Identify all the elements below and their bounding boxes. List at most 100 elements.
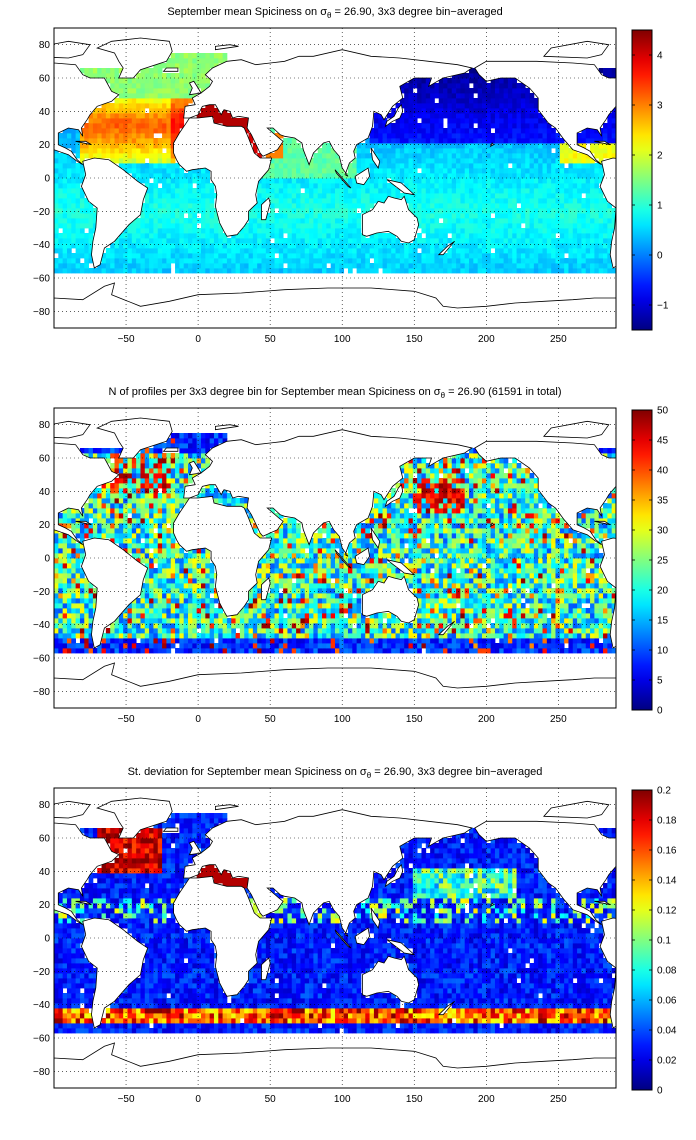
bin-cell — [538, 623, 543, 629]
bin-cell — [330, 268, 336, 274]
y-tick-label: −20 — [33, 207, 50, 218]
bin-cell — [507, 148, 513, 154]
svalbard-coastline — [214, 44, 239, 51]
grid-lines — [54, 28, 616, 328]
bin-cell — [110, 268, 115, 274]
japan-coastline — [384, 103, 404, 128]
bin-cell — [84, 218, 89, 224]
iceland-coastline — [162, 67, 179, 72]
bin-cell — [79, 633, 85, 639]
bin-cell — [105, 258, 111, 264]
bin-cell — [170, 243, 176, 249]
bin-cell — [369, 158, 375, 164]
bin-cell — [218, 648, 223, 654]
bin-cell — [594, 643, 600, 649]
bin-cell — [75, 228, 81, 234]
bin-cell — [209, 628, 215, 634]
bin-cell — [110, 108, 115, 114]
bin-cell — [75, 243, 81, 249]
bin-cell — [451, 113, 457, 119]
bin-cell — [66, 133, 72, 139]
bin-cell — [300, 623, 306, 629]
bin-cell — [170, 158, 176, 164]
bin-cell — [304, 613, 310, 619]
bin-cell — [322, 268, 327, 274]
bin-cell — [546, 178, 552, 184]
bin-cell — [136, 93, 141, 99]
bin-cell — [503, 193, 509, 199]
bin-cell — [581, 163, 587, 169]
bin-cell — [594, 233, 600, 239]
bin-cell — [118, 78, 124, 84]
bin-cell — [533, 643, 539, 649]
bin-cell — [244, 268, 249, 274]
bin-cell — [110, 628, 115, 634]
bin-cell — [127, 108, 133, 114]
bin-cell — [443, 93, 448, 99]
bin-cell — [551, 143, 556, 149]
bin-cell — [287, 618, 293, 624]
bin-cell — [360, 243, 366, 249]
bin-cell — [170, 258, 176, 264]
bin-cell — [443, 133, 448, 139]
bin-cell — [494, 613, 500, 619]
bin-cell — [244, 263, 249, 269]
bin-cell — [546, 153, 552, 159]
bin-cell — [166, 133, 172, 139]
bin-cell — [533, 193, 539, 199]
bin-cell — [283, 268, 288, 274]
bin-cell — [213, 613, 219, 619]
bin-cell — [529, 233, 535, 239]
coastlines — [54, 37, 616, 328]
bin-cell — [105, 628, 111, 634]
bin-cell — [123, 613, 128, 619]
bin-cell — [391, 138, 396, 144]
bin-cell — [365, 138, 370, 144]
bin-cell — [58, 268, 64, 274]
bin-cell — [412, 263, 418, 269]
bin-cell — [395, 193, 401, 199]
bin-cell — [66, 193, 72, 199]
bin-cell — [84, 258, 89, 264]
bin-cell — [408, 203, 414, 209]
bin-cell — [581, 198, 587, 204]
bin-cell — [58, 213, 64, 219]
bin-cell — [451, 108, 457, 114]
bin-cell — [373, 258, 379, 264]
bin-cell — [564, 248, 569, 254]
title-symbol: σ — [320, 6, 327, 18]
bin-cell — [252, 203, 258, 209]
bin-cell — [477, 213, 483, 219]
bin-cell — [200, 243, 206, 249]
bin-cell — [443, 108, 448, 114]
bin-cell — [131, 143, 137, 149]
bin-cell — [118, 248, 124, 254]
bin-cell — [438, 83, 444, 89]
bin-cell — [533, 113, 539, 119]
bin-cell — [417, 158, 422, 164]
bin-cell — [196, 203, 202, 209]
bin-cell — [607, 268, 613, 274]
bin-cell — [209, 228, 215, 234]
bin-cell — [105, 68, 111, 74]
bin-cell — [175, 603, 180, 609]
bin-cell — [460, 103, 466, 109]
bin-cell — [477, 78, 483, 84]
bin-cell — [512, 633, 517, 639]
bin-cell — [317, 233, 323, 239]
bin-cell — [494, 108, 500, 114]
bin-cell — [594, 208, 600, 214]
bin-cell — [88, 648, 94, 654]
bin-cell — [464, 223, 470, 229]
bin-cell — [140, 153, 146, 159]
bin-cell — [529, 633, 535, 639]
bin-cell — [434, 83, 440, 89]
bin-cell — [494, 258, 500, 264]
bin-cell — [434, 618, 440, 624]
bin-cell — [456, 188, 461, 194]
bin-cell — [529, 168, 535, 174]
bin-cell — [607, 118, 613, 124]
bin-cell — [58, 243, 64, 249]
bin-cell — [430, 158, 435, 164]
bin-cell — [313, 258, 319, 264]
